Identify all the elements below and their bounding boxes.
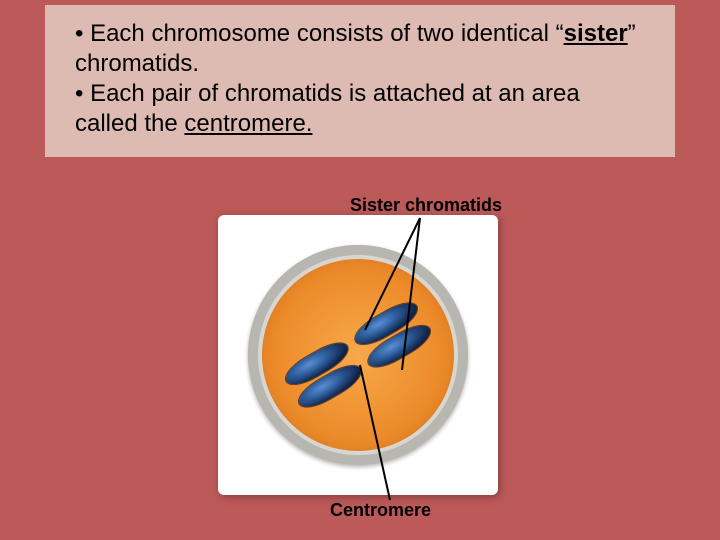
bullet-1-pre: • Each chromosome consists of two identi… <box>75 20 564 47</box>
keyword-sister: sister <box>564 20 628 47</box>
label-sister-chromatids: Sister chromatids <box>350 195 502 216</box>
text-card: • Each chromosome consists of two identi… <box>45 5 675 157</box>
bullet-2-pre: • Each pair of chromatids is attached at… <box>75 80 580 137</box>
keyword-centromere: centromere. <box>184 110 312 137</box>
bullet-2: • Each pair of chromatids is attached at… <box>75 79 645 139</box>
cell-diagram <box>218 215 498 495</box>
bullet-1: • Each chromosome consists of two identi… <box>75 19 645 79</box>
petri-dish <box>248 245 468 465</box>
label-centromere: Centromere <box>330 500 431 521</box>
